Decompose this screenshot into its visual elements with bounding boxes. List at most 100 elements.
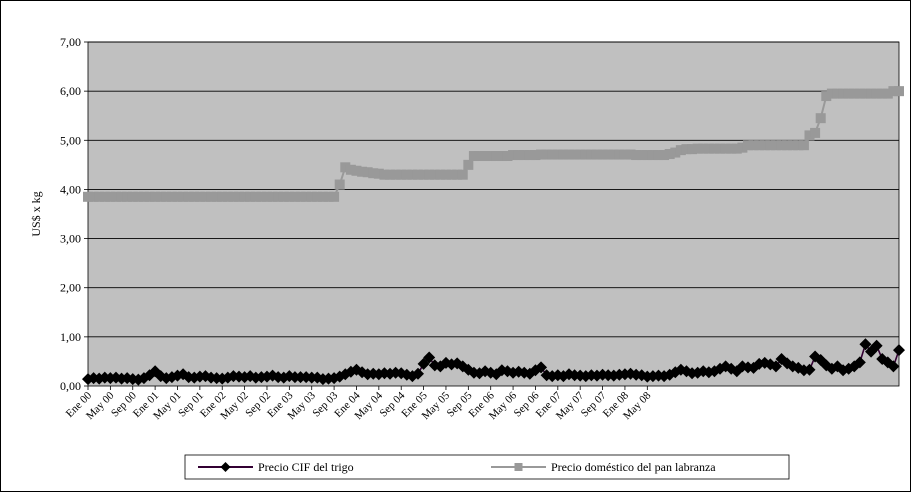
legend-box [184, 454, 790, 480]
data-point-pan [586, 149, 597, 160]
data-point-pan [866, 88, 877, 99]
data-point-pan [385, 169, 396, 180]
data-point-pan [692, 143, 703, 154]
data-point-pan [127, 191, 138, 202]
data-point-cif [769, 360, 782, 373]
y-tick-label: 0,00 [60, 379, 81, 393]
y-tick-label: 2,00 [60, 281, 81, 295]
data-point-pan [485, 151, 496, 162]
data-point-pan [726, 143, 737, 154]
data-point-pan [770, 140, 781, 151]
data-point-pan [457, 169, 468, 180]
data-point-pan [245, 191, 256, 202]
data-point-pan [340, 162, 351, 173]
data-point-pan [614, 149, 625, 160]
data-point-pan [368, 168, 379, 179]
data-point-pan [765, 140, 776, 151]
data-point-pan [603, 149, 614, 160]
data-point-cif [853, 356, 866, 369]
data-point-pan [675, 145, 686, 156]
data-point-pan [564, 149, 575, 160]
data-point-pan [810, 127, 821, 138]
data-point-pan [782, 140, 793, 151]
data-point-pan [323, 191, 334, 202]
data-point-pan [357, 166, 368, 177]
data-point-pan [166, 191, 177, 202]
data-point-pan [508, 150, 519, 161]
data-point-pan [496, 151, 507, 162]
data-point-pan [754, 140, 765, 151]
data-point-pan [155, 191, 166, 202]
data-point-pan [619, 149, 630, 160]
legend: Precio CIF del trigo Precio doméstico de… [184, 454, 790, 480]
data-point-pan [172, 191, 183, 202]
data-point-pan [407, 169, 418, 180]
legend-item-pan: Precio doméstico del pan labranza [491, 460, 716, 474]
data-point-pan [105, 191, 116, 202]
plot-area [87, 41, 900, 387]
data-point-pan [608, 149, 619, 160]
data-point-pan [681, 144, 692, 155]
data-point-pan [597, 149, 608, 160]
data-point-pan [267, 191, 278, 202]
data-point-pan [591, 149, 602, 160]
data-point-pan [329, 191, 340, 202]
data-point-pan [698, 143, 709, 154]
data-point-pan [222, 191, 233, 202]
data-point-pan [228, 191, 239, 202]
data-point-pan [709, 143, 720, 154]
data-point-pan [653, 150, 664, 161]
data-point-pan [440, 169, 451, 180]
data-point-pan [541, 149, 552, 160]
data-point-pan [144, 191, 155, 202]
data-point-pan [720, 143, 731, 154]
data-point-pan [804, 130, 815, 141]
data-point-pan [849, 88, 860, 99]
data-point-pan [742, 140, 753, 151]
data-point-pan [150, 191, 161, 202]
data-point-pan [373, 168, 384, 179]
data-point-cif [501, 365, 514, 378]
data-point-pan [513, 150, 524, 161]
data-point-cif [535, 361, 548, 374]
data-point-pan [547, 149, 558, 160]
series-layer [82, 86, 905, 386]
data-point-pan [468, 151, 479, 162]
data-point-pan [312, 191, 323, 202]
legend-label-pan: Precio doméstico del pan labranza [551, 460, 716, 474]
data-point-pan [446, 169, 457, 180]
data-point-pan [138, 191, 149, 202]
data-point-pan [189, 191, 200, 202]
data-point-pan [289, 191, 300, 202]
data-point-pan [452, 169, 463, 180]
data-point-pan [815, 113, 826, 124]
data-point-pan [284, 191, 295, 202]
data-point-pan [88, 191, 99, 202]
y-tick-label: 7,00 [60, 35, 81, 49]
y-tick-label: 3,00 [60, 232, 81, 246]
data-point-pan [776, 140, 787, 151]
data-point-pan [99, 191, 110, 202]
data-point-pan [379, 169, 390, 180]
data-point-pan [524, 150, 535, 161]
data-point-pan [463, 159, 474, 170]
data-point-pan [412, 169, 423, 180]
data-point-pan [429, 169, 440, 180]
data-point-pan [647, 150, 658, 161]
legend-label-cif: Precio CIF del trigo [258, 460, 354, 474]
data-point-pan [435, 169, 446, 180]
data-point-pan [731, 143, 742, 154]
data-point-pan [894, 86, 904, 97]
data-point-cif [859, 338, 872, 351]
data-point-pan [480, 151, 491, 162]
data-point-pan [821, 91, 832, 102]
y-tick-label: 6,00 [60, 84, 81, 98]
data-point-pan [631, 150, 642, 161]
data-point-pan [787, 140, 798, 151]
data-point-pan [519, 150, 530, 161]
data-point-pan [362, 167, 373, 178]
data-point-cif [887, 360, 900, 373]
y-tick-label: 4,00 [60, 182, 81, 196]
